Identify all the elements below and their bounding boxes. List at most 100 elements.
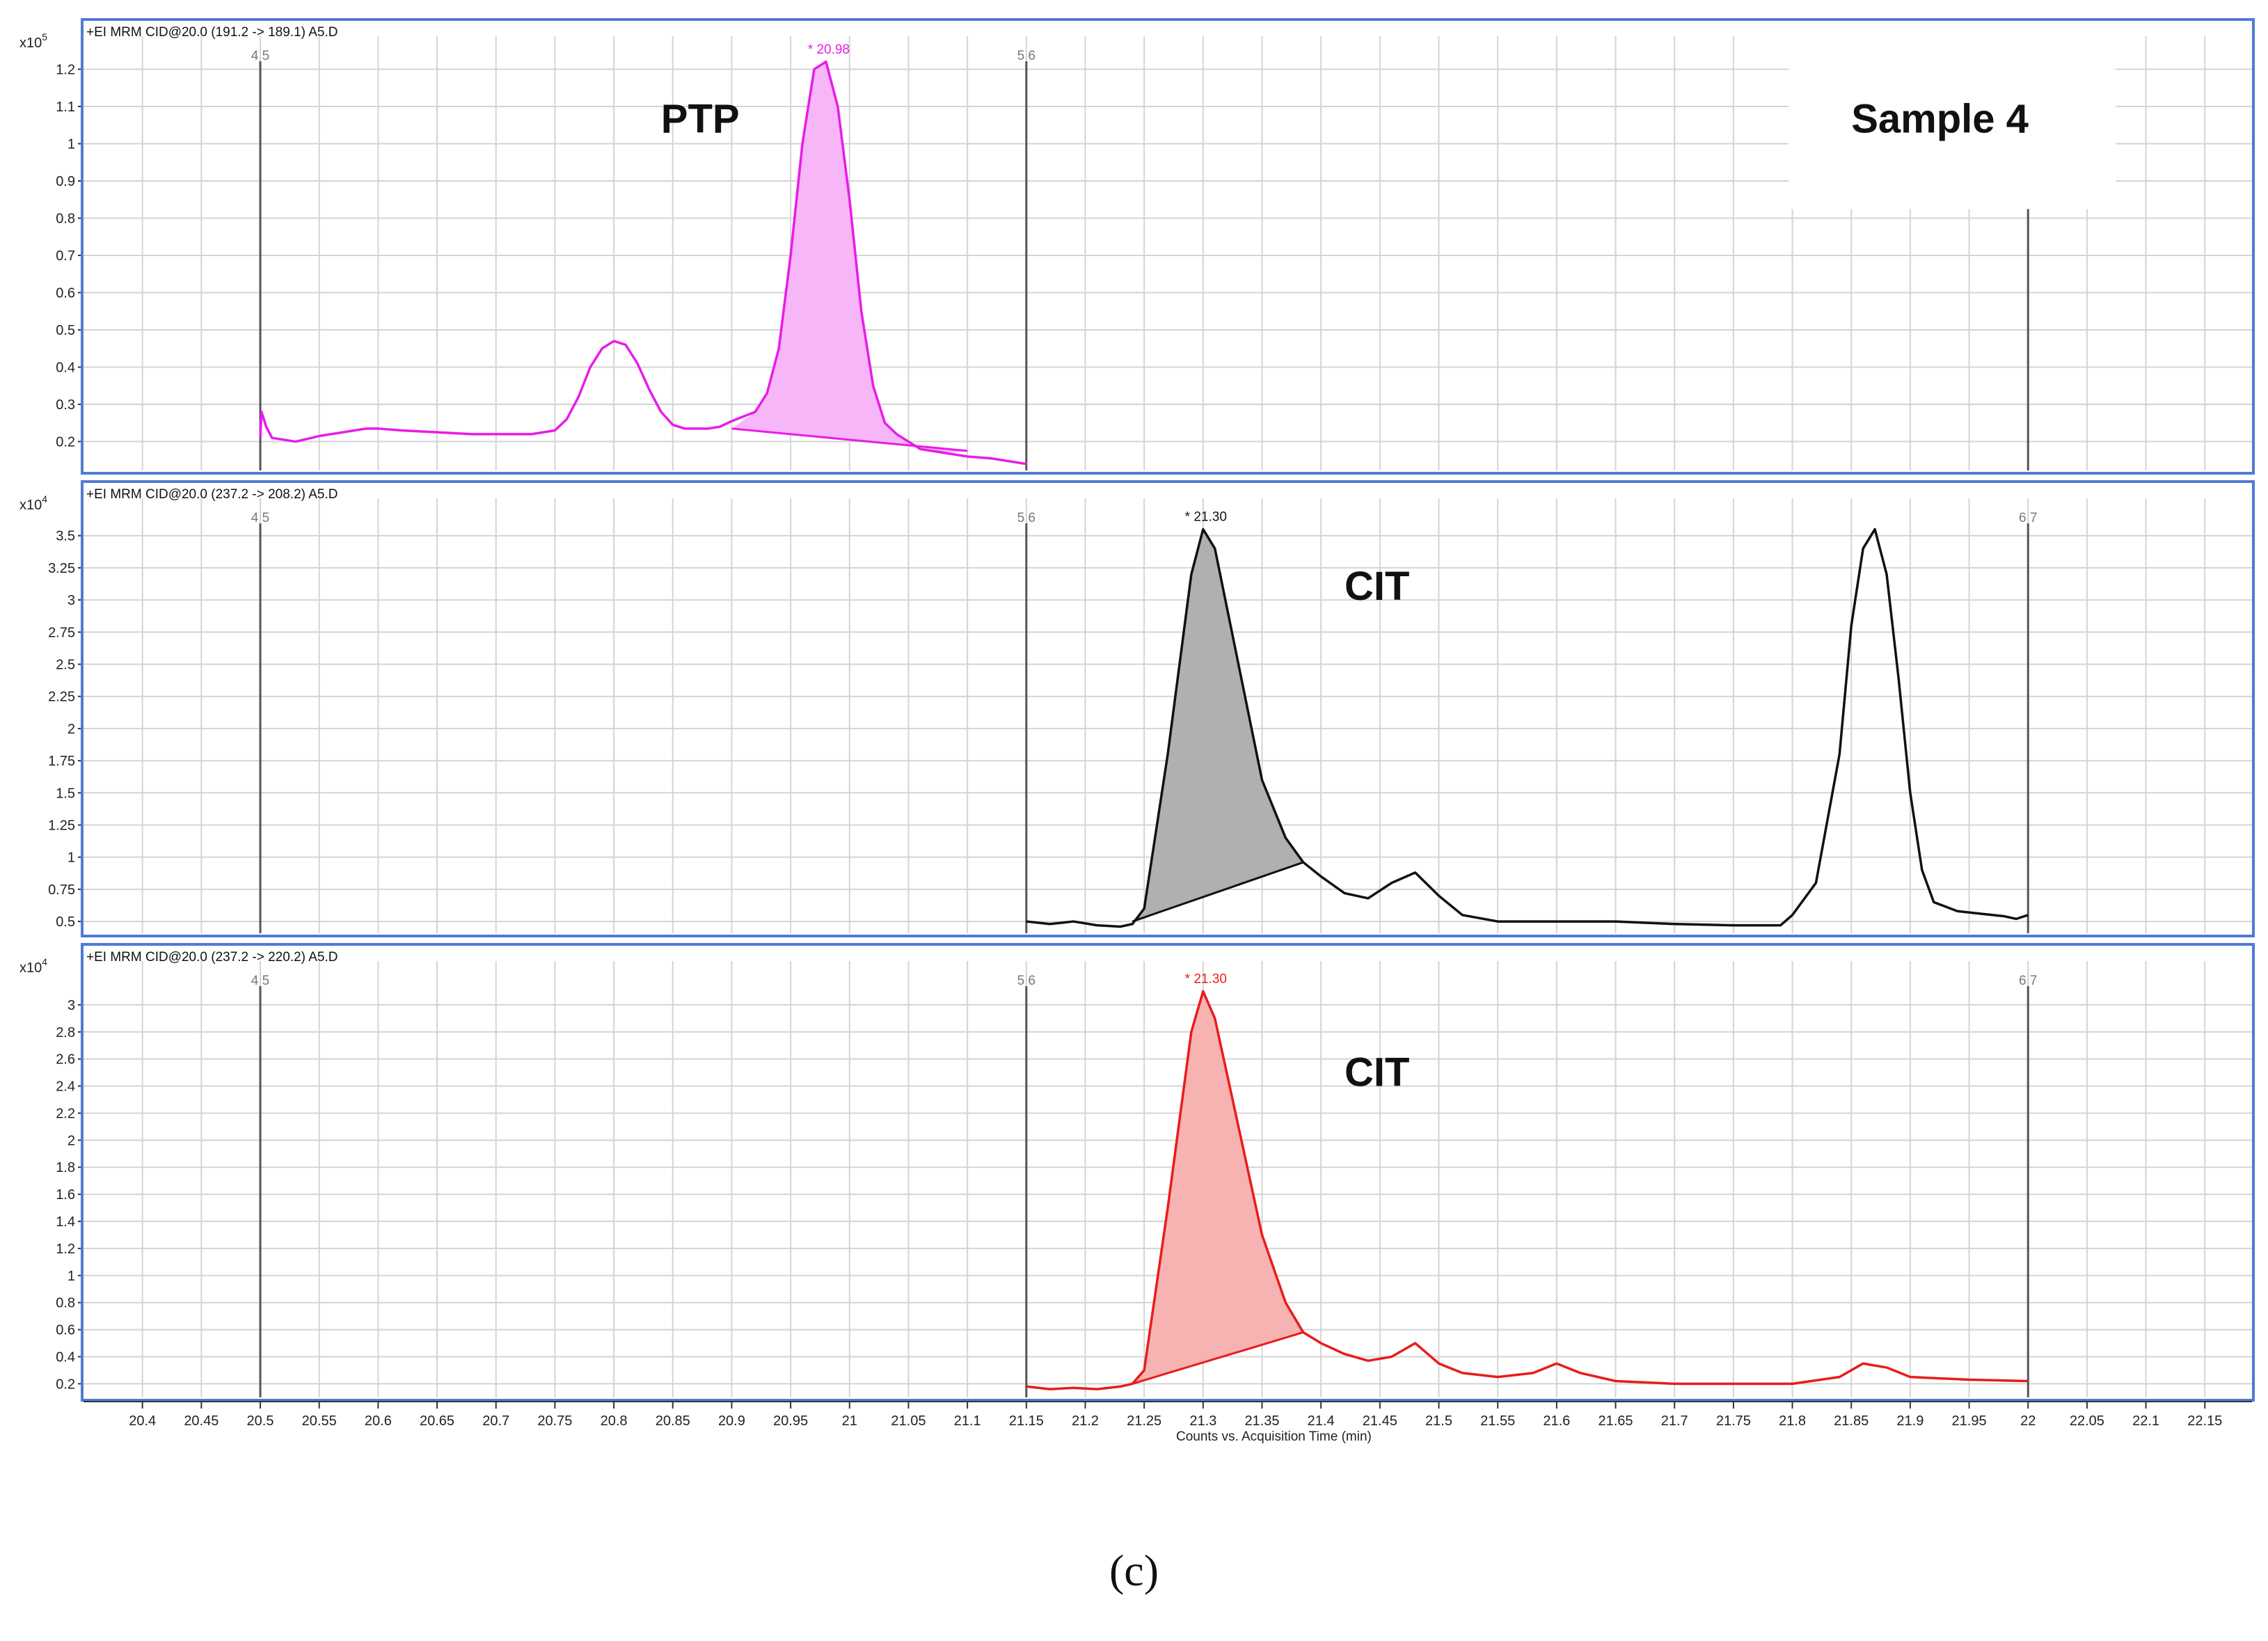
y-tick-label: 0.8 (56, 1296, 75, 1311)
y-tick-label: 2.8 (56, 1025, 75, 1040)
y-tick-label: 0.5 (56, 323, 75, 338)
figure-caption: (c) (1109, 1546, 1159, 1595)
x-tick-label: 20.55 (302, 1413, 337, 1429)
segment-marker-label: 4 5 (251, 511, 269, 525)
y-tick-label: 3.25 (48, 561, 75, 576)
series-line (1026, 528, 2029, 928)
y-tick-label: 3.5 (56, 529, 75, 544)
x-tick-label: 22.05 (2070, 1413, 2104, 1429)
annotation-label: CIT (1345, 1050, 1409, 1095)
scale-factor: x104 (19, 493, 47, 513)
y-tick-label: 1 (68, 1269, 75, 1284)
x-tick-label: 20.8 (601, 1413, 628, 1429)
annotation-label: PTP (661, 96, 740, 141)
x-tick-label: 20.6 (365, 1413, 392, 1429)
x-tick-label: 21.15 (1009, 1413, 1044, 1429)
x-tick-label: 21.55 (1480, 1413, 1515, 1429)
x-tick-label: 20.9 (718, 1413, 745, 1429)
y-tick-label: 0.9 (56, 174, 75, 189)
y-tick-label: 2.25 (48, 690, 75, 705)
integrated-peak-area (1132, 529, 1303, 922)
x-tick-label: 21.8 (1779, 1413, 1806, 1429)
y-tick-label: 0.3 (56, 397, 75, 413)
y-tick-label: 1 (68, 136, 75, 152)
x-tick-label: 20.7 (482, 1413, 509, 1429)
x-tick-label: 21.05 (891, 1413, 926, 1429)
x-tick-label: 20.85 (656, 1413, 690, 1429)
y-tick-label: 1.75 (48, 754, 75, 769)
peak-label: * 21.30 (1185, 972, 1227, 986)
panel-header: +EI MRM CID@20.0 (191.2 -> 189.1) A5.D (86, 25, 338, 40)
y-tick-label: 0.75 (48, 882, 75, 898)
series-line (259, 61, 1027, 466)
y-tick-label: 1.1 (56, 100, 75, 115)
y-tick-label: 0.4 (56, 1349, 75, 1365)
scale-power: 4 (42, 956, 47, 967)
integration-baseline (1132, 1331, 1304, 1385)
y-tick-label: 2.5 (56, 658, 75, 673)
y-tick-label: 0.4 (56, 360, 75, 376)
y-tick-label: 2 (68, 1133, 75, 1148)
x-tick-label: 22 (2020, 1413, 2036, 1429)
x-tick-label: 20.75 (537, 1413, 572, 1429)
x-tick-label: 22.1 (2132, 1413, 2159, 1429)
y-tick-label: 1.4 (56, 1214, 75, 1230)
x-tick-label: 20.5 (247, 1413, 274, 1429)
x-tick-label: 21.7 (1661, 1413, 1688, 1429)
y-tick-label: 1.5 (56, 786, 75, 801)
x-tick-label: 21.85 (1834, 1413, 1869, 1429)
scale-power: 5 (42, 31, 47, 42)
panel-frame (81, 480, 2255, 937)
integrated-peak-area (731, 61, 968, 453)
y-tick-label: 2.75 (48, 625, 75, 640)
x-tick-label: 20.4 (129, 1413, 156, 1429)
x-tick-label: 21.1 (954, 1413, 981, 1429)
y-tick-label: 0.8 (56, 211, 75, 226)
x-tick-label: 21.4 (1308, 1413, 1335, 1429)
y-tick-label: 1.6 (56, 1187, 75, 1203)
x-tick-label: 21.65 (1598, 1413, 1633, 1429)
x-tick-label: 22.15 (2187, 1413, 2222, 1429)
annotation-label: CIT (1345, 564, 1409, 609)
x-tick-label: 20.65 (420, 1413, 454, 1429)
x-tick-label: 21.5 (1425, 1413, 1452, 1429)
y-tick-label: 1.2 (56, 1242, 75, 1257)
integrated-peak-area (1132, 991, 1303, 1384)
series-line (1026, 990, 2029, 1390)
y-tick-label: 1 (68, 850, 75, 866)
y-tick-label: 0.5 (56, 914, 75, 930)
panel-frame (81, 18, 2255, 475)
y-tick-label: 0.2 (56, 435, 75, 450)
panel-header: +EI MRM CID@20.0 (237.2 -> 208.2) A5.D (86, 487, 338, 502)
x-tick-label: 20.95 (773, 1413, 808, 1429)
y-tick-label: 3 (68, 593, 75, 608)
y-tick-label: 0.7 (56, 248, 75, 264)
peak-label: * 20.98 (808, 42, 850, 57)
y-tick-label: 3 (68, 998, 75, 1013)
scale-factor: x104 (19, 956, 47, 976)
segment-marker-label: 4 5 (251, 974, 269, 988)
integration-baseline (731, 427, 968, 452)
annotation-box (1789, 7, 2116, 209)
x-tick-label: 21.25 (1127, 1413, 1161, 1429)
x-tick-label: 21.3 (1189, 1413, 1216, 1429)
x-tick-label: 21.6 (1543, 1413, 1570, 1429)
peak-label: * 21.30 (1185, 509, 1227, 524)
y-tick-label: 1.8 (56, 1160, 75, 1175)
integration-baseline (1132, 861, 1304, 923)
panel-frame (81, 943, 2255, 1402)
scale-power: 4 (42, 493, 47, 505)
x-tick-label: 21.45 (1363, 1413, 1397, 1429)
panel-header: +EI MRM CID@20.0 (237.2 -> 220.2) A5.D (86, 950, 338, 965)
y-tick-label: 0.6 (56, 1323, 75, 1338)
x-tick-label: 21.9 (1896, 1413, 1924, 1429)
x-axis-label: Counts vs. Acquisition Time (min) (1176, 1429, 1372, 1444)
y-tick-label: 0.6 (56, 286, 75, 301)
segment-marker-label: 5 6 (1017, 49, 1036, 63)
panel-1: 0.20.30.40.50.60.70.80.911.11.24 55 66 7… (19, 7, 2255, 475)
x-tick-label: 21.2 (1072, 1413, 1099, 1429)
segment-marker-label: 6 7 (2019, 511, 2037, 525)
segment-marker-label: 6 7 (2019, 974, 2037, 988)
panel-2: 0.5 0.75 1 1.25 1.5 1.75 2 2.25 2.5 2.75 3 3.25 3.5 4… (19, 480, 2255, 937)
